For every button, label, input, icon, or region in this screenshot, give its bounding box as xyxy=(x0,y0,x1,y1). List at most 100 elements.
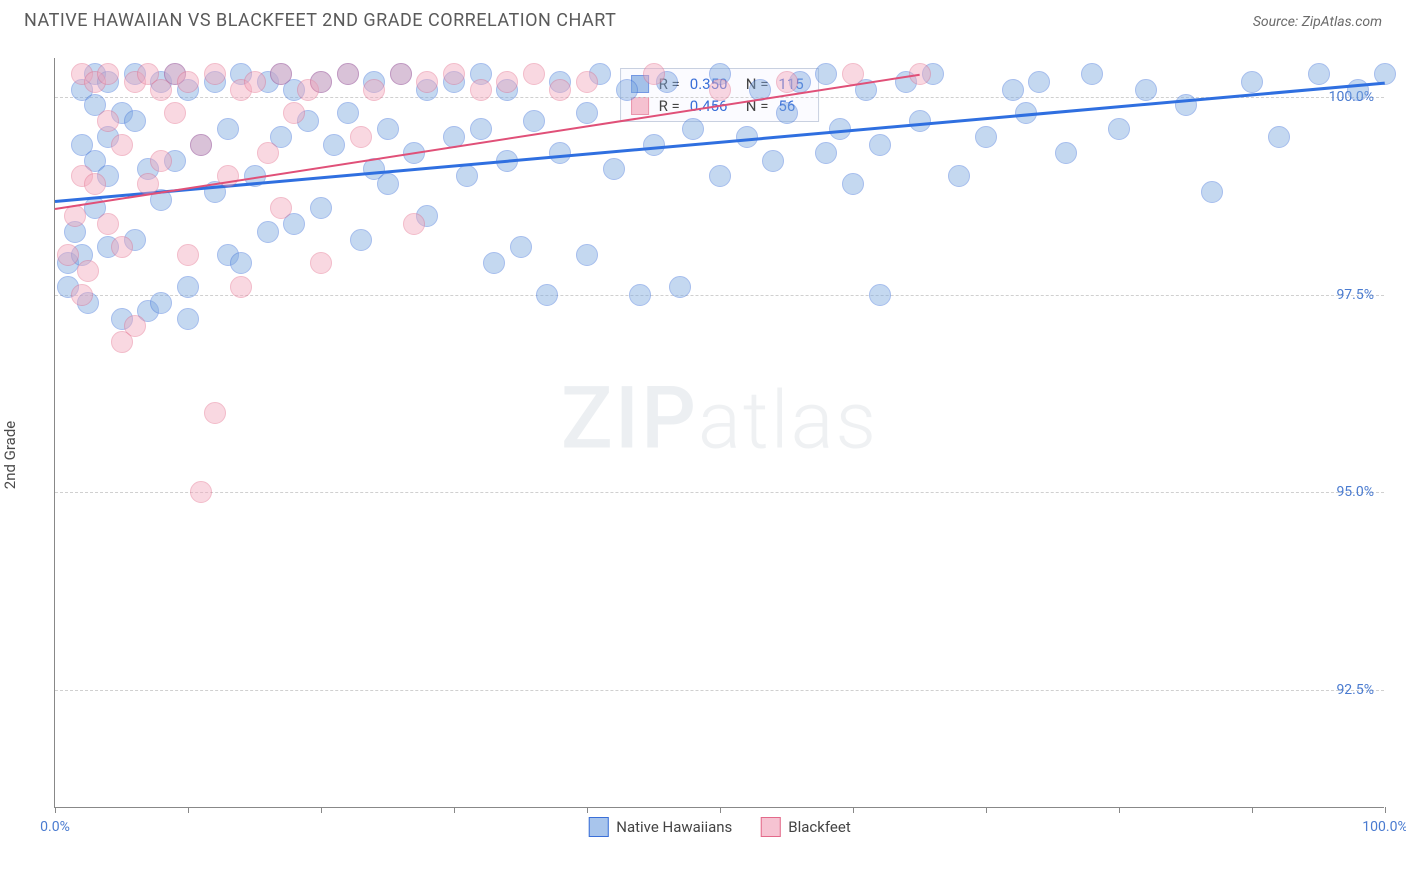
y-tick-label: 95.0% xyxy=(1336,484,1374,500)
scatter-point-blackfeet xyxy=(124,315,146,337)
scatter-point-blackfeet xyxy=(150,150,172,172)
scatter-point-blackfeet xyxy=(190,134,212,156)
scatter-point-blackfeet xyxy=(64,205,86,227)
scatter-point-blackfeet xyxy=(270,63,292,85)
scatter-point-native_hawaiians xyxy=(776,102,798,124)
scatter-point-blackfeet xyxy=(97,63,119,85)
legend-swatch xyxy=(760,817,780,837)
scatter-point-blackfeet xyxy=(84,173,106,195)
scatter-point-blackfeet xyxy=(390,63,412,85)
scatter-point-native_hawaiians xyxy=(682,118,704,140)
scatter-point-blackfeet xyxy=(403,213,425,235)
scatter-point-blackfeet xyxy=(643,63,665,85)
scatter-point-native_hawaiians xyxy=(603,158,625,180)
x-tick-label: 0.0% xyxy=(40,819,70,835)
scatter-point-blackfeet xyxy=(71,284,93,306)
scatter-point-native_hawaiians xyxy=(1308,63,1330,85)
x-tick xyxy=(188,807,189,813)
scatter-point-native_hawaiians xyxy=(510,236,532,258)
scatter-point-blackfeet xyxy=(416,71,438,93)
legend-label: Native Hawaiians xyxy=(616,818,732,836)
x-tick xyxy=(1252,807,1253,813)
scatter-point-blackfeet xyxy=(230,276,252,298)
y-tick-label: 92.5% xyxy=(1336,682,1374,698)
scatter-point-blackfeet xyxy=(776,71,798,93)
series-legend: Native Hawaiians Blackfeet xyxy=(588,817,851,837)
scatter-point-blackfeet xyxy=(310,252,332,274)
scatter-point-blackfeet xyxy=(244,71,266,93)
scatter-point-native_hawaiians xyxy=(815,63,837,85)
scatter-point-blackfeet xyxy=(842,63,864,85)
scatter-point-blackfeet xyxy=(443,63,465,85)
watermark-part1: ZIP xyxy=(561,367,698,468)
scatter-point-native_hawaiians xyxy=(1135,79,1157,101)
scatter-point-blackfeet xyxy=(576,71,598,93)
scatter-point-blackfeet xyxy=(350,126,372,148)
scatter-point-blackfeet xyxy=(190,481,212,503)
source-link[interactable]: ZipAtlas.com xyxy=(1302,14,1382,30)
x-tick xyxy=(986,807,987,813)
scatter-point-native_hawaiians xyxy=(1081,63,1103,85)
scatter-point-native_hawaiians xyxy=(629,284,651,306)
scatter-point-blackfeet xyxy=(111,236,133,258)
scatter-point-native_hawaiians xyxy=(1268,126,1290,148)
scatter-point-native_hawaiians xyxy=(1028,71,1050,93)
scatter-point-blackfeet xyxy=(204,63,226,85)
scatter-point-blackfeet xyxy=(523,63,545,85)
scatter-point-blackfeet xyxy=(57,244,79,266)
scatter-point-blackfeet xyxy=(270,197,292,219)
scatter-point-native_hawaiians xyxy=(762,150,784,172)
scatter-point-blackfeet xyxy=(257,142,279,164)
scatter-point-blackfeet xyxy=(111,134,133,156)
y-axis-label: 2nd Grade xyxy=(1,421,19,489)
x-tick xyxy=(720,807,721,813)
scatter-point-native_hawaiians xyxy=(869,284,891,306)
x-tick xyxy=(321,807,322,813)
scatter-point-native_hawaiians xyxy=(549,142,571,164)
scatter-point-native_hawaiians xyxy=(576,244,598,266)
gridline-horizontal xyxy=(55,690,1384,691)
scatter-point-native_hawaiians xyxy=(643,134,665,156)
legend-item: Blackfeet xyxy=(760,817,850,837)
legend-item: Native Hawaiians xyxy=(588,817,732,837)
x-tick xyxy=(454,807,455,813)
scatter-point-blackfeet xyxy=(97,110,119,132)
scatter-point-blackfeet xyxy=(204,402,226,424)
scatter-point-blackfeet xyxy=(177,244,199,266)
scatter-point-native_hawaiians xyxy=(230,252,252,274)
legend-swatch xyxy=(588,817,608,837)
scatter-point-native_hawaiians xyxy=(483,252,505,274)
scatter-point-blackfeet xyxy=(337,63,359,85)
chart-title: NATIVE HAWAIIAN VS BLACKFEET 2ND GRADE C… xyxy=(24,10,616,31)
scatter-point-native_hawaiians xyxy=(377,173,399,195)
x-tick-label: 100.0% xyxy=(1362,819,1406,835)
scatter-point-native_hawaiians xyxy=(150,292,172,314)
scatter-point-native_hawaiians xyxy=(523,110,545,132)
scatter-point-native_hawaiians xyxy=(1347,79,1369,101)
scatter-point-native_hawaiians xyxy=(310,197,332,219)
scatter-point-blackfeet xyxy=(310,71,332,93)
x-tick xyxy=(1385,807,1386,813)
scatter-point-blackfeet xyxy=(709,79,731,101)
scatter-point-native_hawaiians xyxy=(1241,71,1263,93)
x-tick xyxy=(55,807,56,813)
scatter-point-blackfeet xyxy=(470,79,492,101)
scatter-point-native_hawaiians xyxy=(869,134,891,156)
scatter-point-native_hawaiians xyxy=(456,165,478,187)
source-attribution: Source: ZipAtlas.com xyxy=(1253,14,1382,30)
scatter-point-native_hawaiians xyxy=(470,118,492,140)
scatter-point-blackfeet xyxy=(97,213,119,235)
x-tick xyxy=(1119,807,1120,813)
scatter-point-native_hawaiians xyxy=(616,79,638,101)
scatter-point-native_hawaiians xyxy=(177,276,199,298)
scatter-point-native_hawaiians xyxy=(177,308,199,330)
scatter-point-native_hawaiians xyxy=(909,110,931,132)
scatter-point-native_hawaiians xyxy=(217,118,239,140)
watermark-part2: atlas xyxy=(698,373,878,467)
scatter-point-native_hawaiians xyxy=(323,134,345,156)
chart-container: 2nd Grade ZIPatlas R =0.350N =115R =0.45… xyxy=(0,40,1406,870)
scatter-point-blackfeet xyxy=(909,63,931,85)
scatter-point-native_hawaiians xyxy=(1108,118,1130,140)
plot-area: ZIPatlas R =0.350N =115R =0.456N =56 Nat… xyxy=(54,58,1384,808)
scatter-point-native_hawaiians xyxy=(669,276,691,298)
